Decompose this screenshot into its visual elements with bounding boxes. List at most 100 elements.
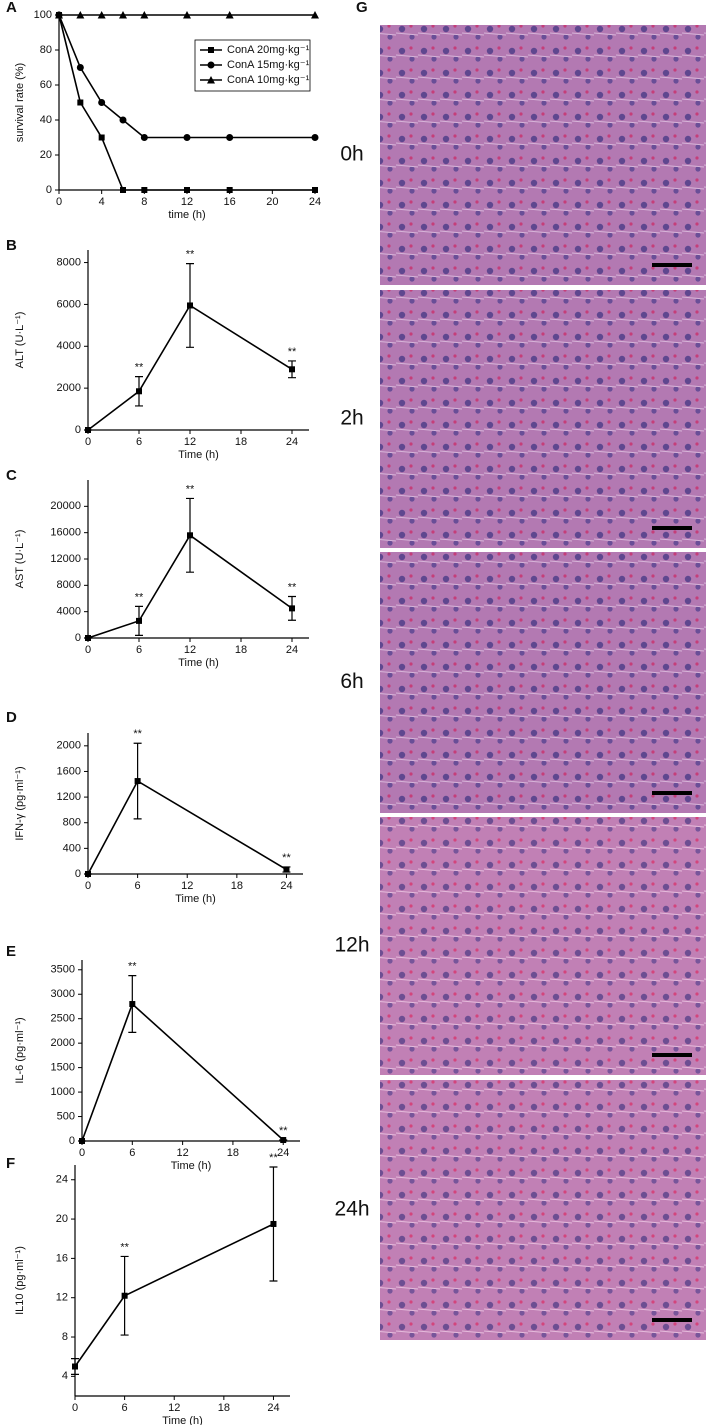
x-tick-label: 18 [231,880,243,892]
x-tick-label: 0 [56,196,62,208]
y-tick-label: 400 [63,842,81,854]
marker [85,635,91,641]
panel-letter: A [6,0,17,16]
x-tick-label: 24 [267,1402,279,1414]
x-axis-label: Time (h) [162,1415,203,1425]
y-tick-label: 8000 [57,579,81,591]
legend-label: ConA 15mg·kg⁻¹ [227,59,310,71]
marker [187,302,193,309]
x-tick-label: 12 [168,1402,180,1414]
marker [311,134,319,141]
x-axis-label: Time (h) [175,893,216,905]
y-tick-label: 500 [57,1110,75,1122]
y-axis-label: IL10 (pg·ml⁻¹) [14,1246,26,1315]
x-tick-label: 6 [135,880,141,892]
marker [85,871,91,877]
significance-label: ** [288,581,297,593]
y-tick-label: 12000 [50,553,81,565]
y-tick-label: 0 [75,868,81,880]
marker [141,187,148,193]
image-label: 12h [334,934,369,957]
marker [280,1137,287,1144]
marker [129,1001,136,1008]
marker [184,187,190,193]
marker [119,11,127,19]
y-tick-label: 1200 [57,791,81,803]
significance-label: ** [186,483,195,495]
marker [140,134,148,141]
image-tint [380,817,706,1075]
y-tick-label: 0 [75,632,81,644]
histology-image [380,290,706,548]
x-tick-label: 0 [72,1402,78,1414]
panel-letter: G [356,0,368,16]
y-tick-label: 2000 [57,740,81,752]
marker [226,134,234,141]
x-tick-label: 24 [309,196,321,208]
marker [311,11,319,19]
y-tick-label: 16000 [50,527,81,539]
marker [85,427,91,433]
image-label: 24h [334,1198,369,1221]
panel-letter: E [6,943,16,960]
x-tick-label: 12 [181,196,193,208]
marker [136,388,142,395]
panel-letter: C [6,467,17,484]
x-tick-label: 18 [227,1147,239,1159]
marker [187,532,193,539]
marker [120,187,126,193]
y-tick-label: 20000 [50,500,81,512]
x-axis-label: Time (h) [178,449,219,461]
x-tick-label: 12 [184,644,196,656]
image-tint [380,25,706,285]
y-axis-label: IL-6 (pg·ml⁻¹) [14,1017,26,1083]
marker [226,187,233,193]
marker [77,99,84,106]
marker [270,1220,277,1227]
marker [55,11,63,19]
x-tick-label: 8 [141,196,147,208]
image-label: 0h [340,143,363,166]
y-tick-label: 40 [40,114,52,126]
y-tick-label: 16 [56,1252,68,1264]
histology-image [380,1080,706,1340]
y-tick-label: 1600 [57,765,81,777]
significance-label: ** [135,362,144,374]
x-tick-label: 12 [176,1147,188,1159]
marker [134,778,141,785]
image-tint [380,1080,706,1340]
legend-label: ConA 20mg·kg⁻¹ [227,44,310,56]
marker [312,187,318,193]
x-axis-label: Time (h) [178,657,219,669]
marker [225,11,234,19]
y-tick-label: 60 [40,79,52,91]
x-tick-label: 6 [129,1147,135,1159]
y-tick-label: 80 [40,44,52,56]
image-tint [380,552,706,813]
y-tick-label: 1000 [51,1086,75,1098]
image-label: 6h [340,670,363,693]
panel-letter: F [6,1155,15,1172]
marker [289,366,295,373]
y-tick-label: 0 [75,424,81,436]
marker [121,1292,128,1299]
data-line [74,1223,274,1367]
marker [98,99,106,106]
y-tick-label: 20 [40,149,52,161]
x-tick-label: 16 [224,196,236,208]
x-tick-label: 0 [85,436,91,448]
y-tick-label: 12 [56,1292,68,1304]
significance-label: ** [288,346,297,358]
marker [183,134,191,141]
image-label: 2h [340,407,363,430]
y-tick-label: 2000 [51,1037,75,1049]
x-tick-label: 18 [218,1402,230,1414]
x-tick-label: 6 [136,436,142,448]
x-tick-label: 18 [235,644,247,656]
marker [76,64,84,71]
x-tick-label: 6 [136,644,142,656]
y-tick-label: 800 [63,817,81,829]
legend-marker [208,47,214,53]
marker [183,11,191,19]
y-tick-label: 8 [62,1331,68,1343]
